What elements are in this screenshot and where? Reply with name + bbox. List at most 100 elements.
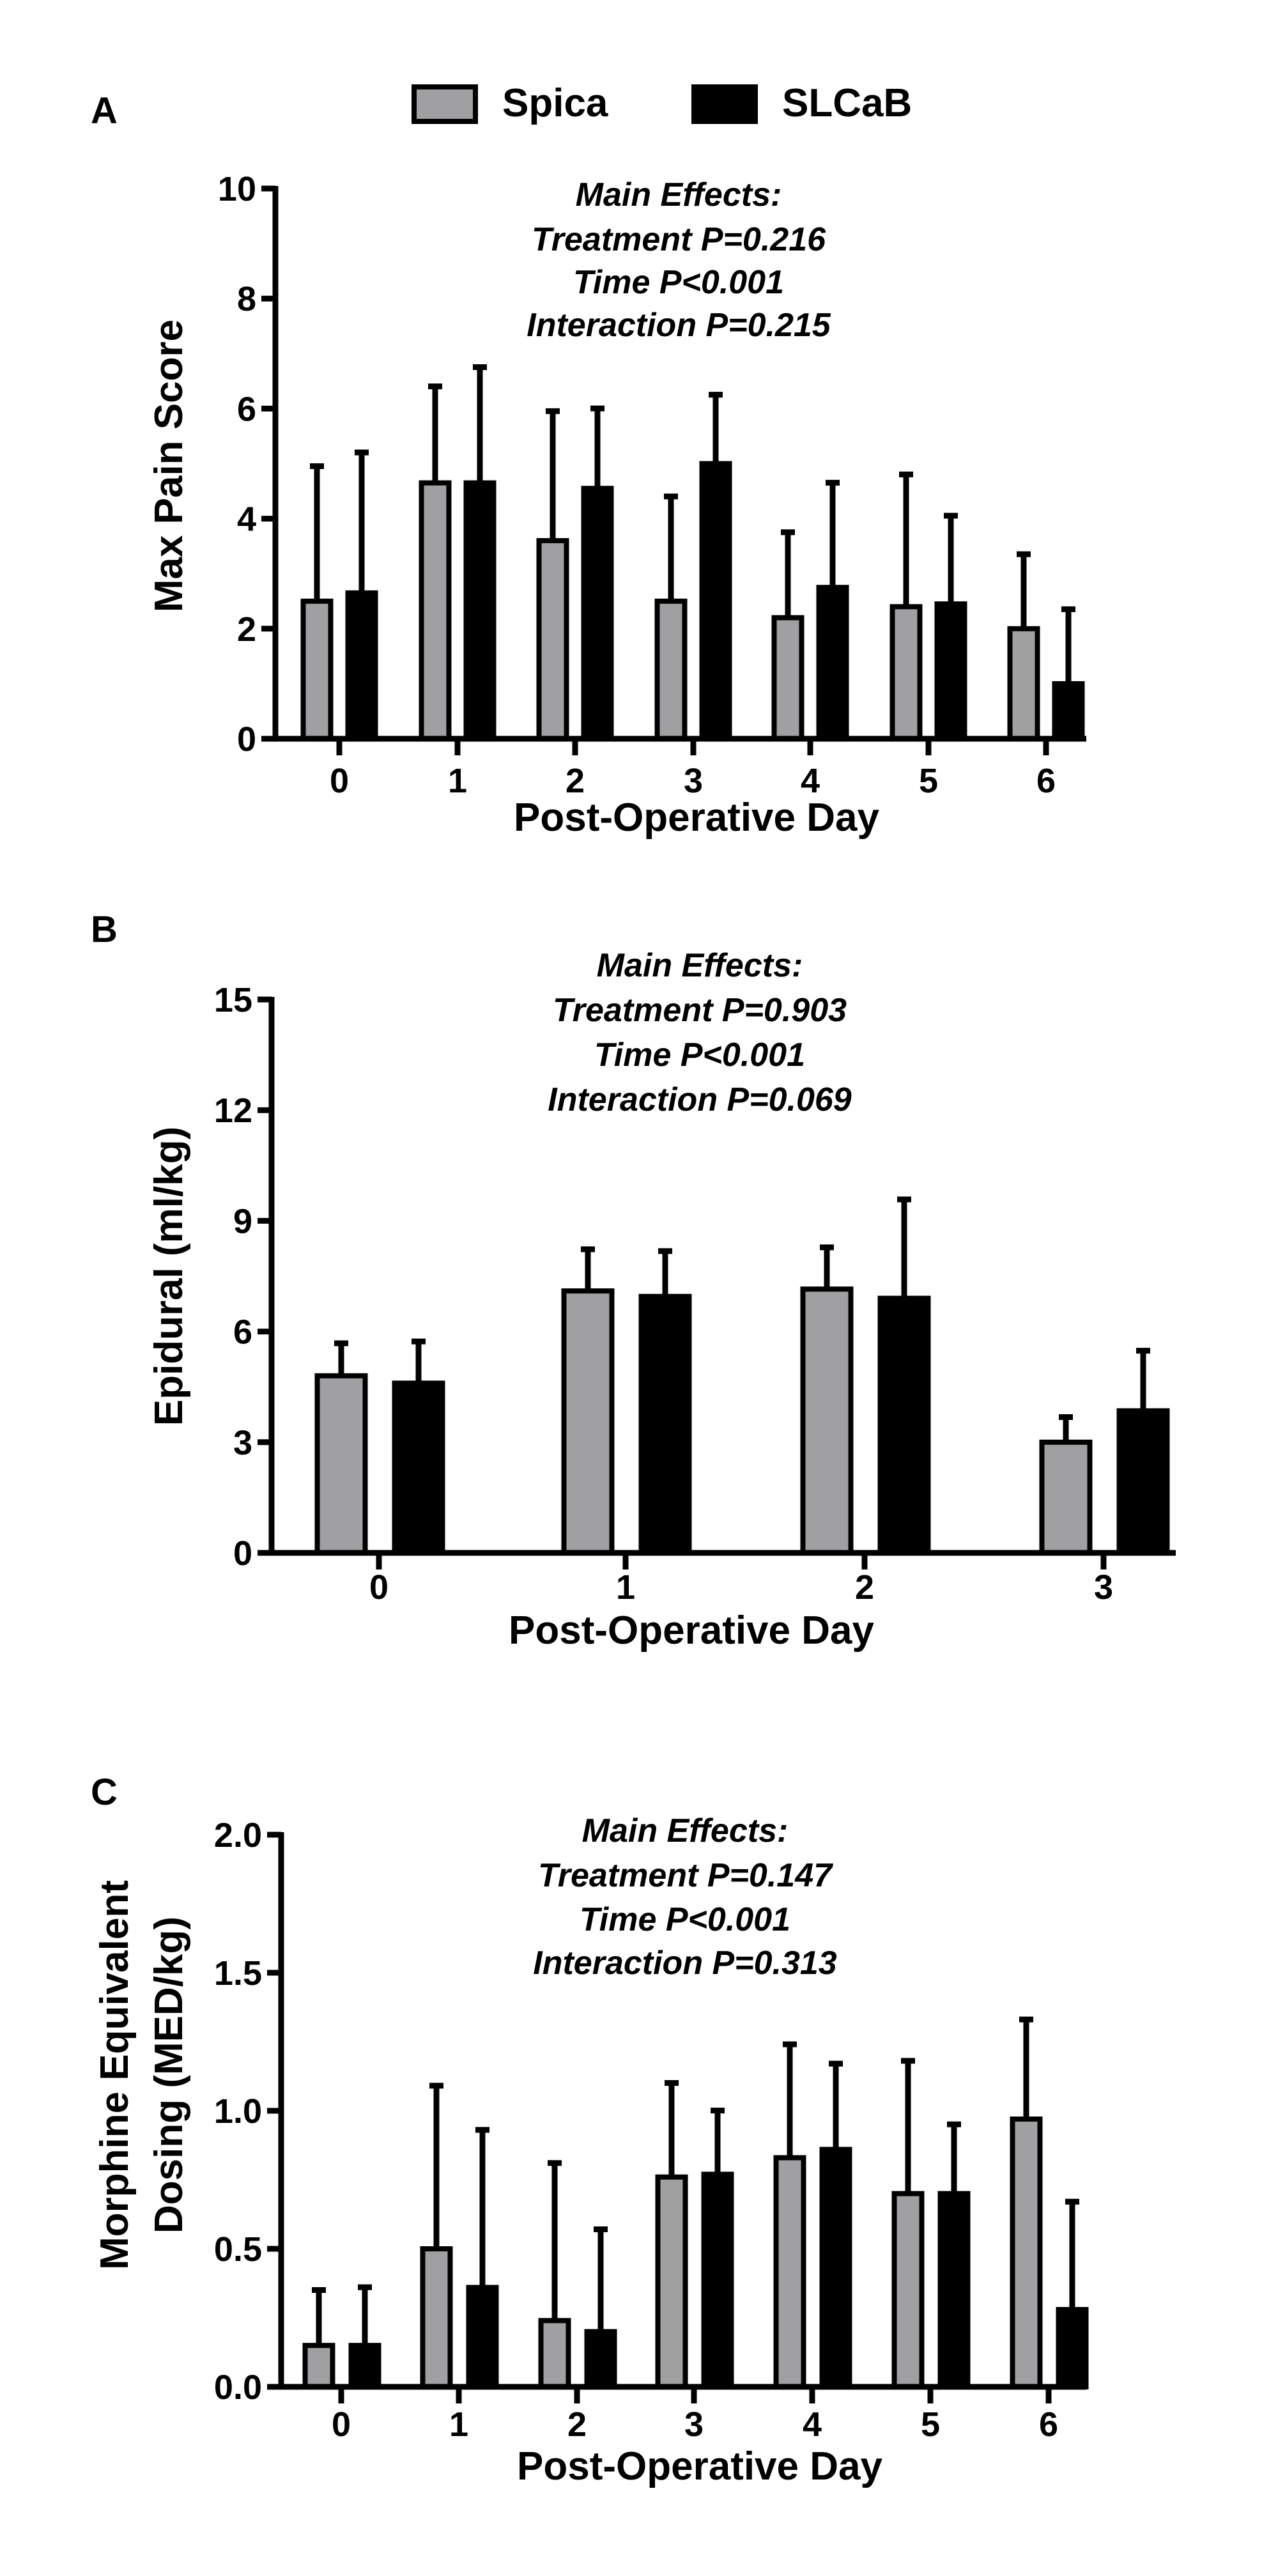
bar-slcab — [1116, 1408, 1170, 1555]
bar-spica — [771, 615, 805, 742]
main-effects-annotation: Main Effects: — [582, 1812, 789, 1849]
bar-slcab — [819, 2147, 852, 2389]
x-tick-label: 3 — [1094, 1568, 1113, 1607]
x-tick-label: 3 — [684, 2405, 704, 2444]
x-axis-title: Post-Operative Day — [517, 2444, 883, 2488]
bar-spica — [891, 2191, 925, 2390]
bar-slcab — [348, 2343, 381, 2389]
bar-slcab — [699, 461, 732, 741]
x-tick-label: 2 — [567, 2405, 587, 2444]
bar-spica — [1010, 2116, 1043, 2389]
main-effects-annotation: Time P<0.001 — [580, 1901, 790, 1938]
bar-spica — [1007, 626, 1040, 741]
legend: Spica SLCaB — [412, 81, 912, 125]
bar-spica — [536, 538, 569, 741]
bar-spica — [561, 1288, 615, 1556]
bar-slcab — [701, 2171, 734, 2390]
bar-spica — [800, 1286, 854, 1555]
bar-slcab — [934, 601, 967, 741]
y-tick-label: 0 — [233, 1534, 252, 1573]
y-axis-title: Dosing (MED/kg) — [147, 1917, 191, 2233]
x-tick-label: 6 — [1036, 762, 1056, 800]
y-tick-label: 2.0 — [214, 1816, 262, 1855]
bar-slcab — [345, 590, 378, 742]
bar-spica — [889, 604, 923, 741]
x-tick-label: 6 — [1039, 2405, 1058, 2444]
bar-slcab — [1052, 681, 1085, 742]
y-tick-label: 8 — [237, 280, 256, 318]
bar-slcab — [463, 480, 497, 741]
x-axis-title: Post-Operative Day — [509, 1608, 875, 1653]
x-tick-label: 0 — [369, 1568, 389, 1607]
bar-spica — [655, 2174, 688, 2389]
panel-letter: B — [91, 909, 118, 950]
bar-spica — [654, 598, 688, 741]
bar-slcab — [937, 2191, 971, 2390]
y-tick-label: 1.5 — [214, 1954, 262, 1993]
x-tick-label: 2 — [566, 762, 585, 800]
bar-spica — [420, 2246, 453, 2389]
y-tick-label: 6 — [233, 1313, 252, 1352]
y-axis-title: Morphine Equivalent — [93, 1880, 137, 2270]
x-tick-label: 1 — [616, 1568, 635, 1607]
y-tick-label: 9 — [233, 1202, 252, 1240]
x-tick-label: 4 — [801, 762, 820, 800]
y-tick-label: 15 — [214, 981, 252, 1019]
main-effects-annotation: Main Effects: — [576, 176, 782, 213]
main-effects-annotation: Treatment P=0.147 — [538, 1857, 833, 1894]
bar-spica — [773, 2155, 806, 2389]
main-effects-annotation: Treatment P=0.903 — [553, 992, 847, 1029]
x-tick-label: 2 — [855, 1568, 874, 1607]
main-effects-annotation: Interaction P=0.069 — [548, 1081, 852, 1118]
y-tick-label: 12 — [214, 1091, 252, 1130]
bar-spica — [302, 2343, 335, 2389]
y-tick-label: 3 — [233, 1424, 252, 1462]
y-tick-label: 6 — [237, 390, 256, 428]
bar-slcab — [1056, 2307, 1089, 2390]
bar-slcab — [816, 585, 849, 741]
y-axis-title: Max Pain Score — [147, 320, 191, 612]
bar-spica — [1039, 1439, 1093, 1556]
bar-slcab — [877, 1295, 931, 1555]
x-tick-label: 5 — [921, 2405, 940, 2444]
x-tick-label: 0 — [330, 762, 349, 800]
main-effects-annotation: Main Effects: — [597, 947, 803, 984]
legend-swatch-slcab — [691, 84, 758, 124]
x-tick-label: 5 — [919, 762, 938, 800]
main-effects-annotation: Time P<0.001 — [594, 1037, 805, 1074]
bar-slcab — [638, 1293, 692, 1555]
bar-spica — [538, 2318, 571, 2390]
main-effects-annotation: Interaction P=0.313 — [533, 1945, 837, 1982]
y-tick-label: 2 — [237, 610, 256, 649]
y-tick-label: 10 — [218, 170, 256, 208]
x-tick-label: 4 — [803, 2405, 822, 2444]
bar-slcab — [584, 2329, 617, 2390]
legend-label-slcab: SLCaB — [782, 81, 912, 125]
x-axis-title: Post-Operative Day — [514, 796, 880, 840]
bar-slcab — [392, 1380, 445, 1556]
x-tick-label: 1 — [448, 762, 467, 800]
y-tick-label: 0 — [237, 720, 256, 759]
main-effects-annotation: Time P<0.001 — [573, 264, 784, 301]
bar-slcab — [581, 486, 614, 741]
x-tick-label: 3 — [684, 762, 703, 800]
y-tick-label: 1.0 — [214, 2092, 262, 2131]
y-tick-label: 0.5 — [214, 2230, 262, 2269]
x-tick-label: 0 — [332, 2405, 351, 2444]
y-tick-label: 0.0 — [214, 2368, 262, 2407]
bar-slcab — [466, 2285, 499, 2389]
bar-spica — [314, 1373, 368, 1555]
legend-label-spica: Spica — [502, 81, 608, 125]
panel-letter: C — [91, 1771, 118, 1813]
panel-letter: A — [91, 90, 118, 132]
x-tick-label: 1 — [449, 2405, 468, 2444]
legend-swatch-spica — [412, 84, 478, 124]
bar-spica — [419, 480, 452, 741]
bar-spica — [300, 598, 334, 741]
y-axis-title: Epidural (ml/kg) — [147, 1127, 191, 1426]
panel-c: C 0.0 0.5 1.0 1.5 2.0 0 1 2 3 4 5 6 Post-Operative Da… — [91, 1771, 1089, 2488]
panel-a: A 0 2 4 6 8 10 0 1 2 3 4 5 6 Post-Operative Day Max Pai… — [91, 90, 1086, 840]
y-tick-label: 4 — [237, 500, 256, 539]
